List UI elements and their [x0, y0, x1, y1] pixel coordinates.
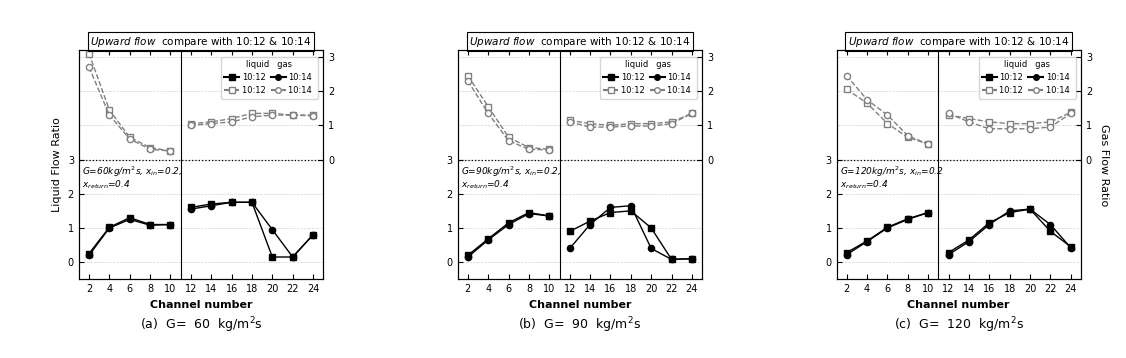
X-axis label: Channel number: Channel number: [150, 300, 252, 310]
Legend: 10:12, 10:12 , 10:14, 10:14 : 10:12, 10:12 , 10:14, 10:14: [600, 57, 697, 98]
Text: G=120kg/m$^2$s, $x_{in}$=0.2: G=120kg/m$^2$s, $x_{in}$=0.2: [840, 165, 944, 179]
Text: (c)  G=  120  kg/m$^2$s: (c) G= 120 kg/m$^2$s: [894, 316, 1024, 335]
Y-axis label: Liquid Flow Ratio: Liquid Flow Ratio: [52, 117, 62, 212]
Title: $\mathit{Upward\ flow}$  compare with 10:12 & 10:14: $\mathit{Upward\ flow}$ compare with 10:…: [470, 35, 690, 49]
Text: $x_{return}$=0.4: $x_{return}$=0.4: [82, 178, 131, 191]
X-axis label: Channel number: Channel number: [908, 300, 1010, 310]
Text: $x_{return}$=0.4: $x_{return}$=0.4: [840, 178, 888, 191]
Title: $\mathit{Upward\ flow}$  compare with 10:12 & 10:14: $\mathit{Upward\ flow}$ compare with 10:…: [848, 35, 1070, 49]
Title: $\mathit{Upward\ flow}$  compare with 10:12 & 10:14: $\mathit{Upward\ flow}$ compare with 10:…: [90, 35, 312, 49]
X-axis label: Channel number: Channel number: [528, 300, 632, 310]
Legend: 10:12, 10:12 , 10:14, 10:14 : 10:12, 10:12 , 10:14, 10:14: [221, 57, 318, 98]
Text: $x_{return}$=0.4: $x_{return}$=0.4: [461, 178, 509, 191]
Text: (a)  G=  60  kg/m$^2$s: (a) G= 60 kg/m$^2$s: [140, 316, 262, 335]
Legend: 10:12, 10:12 , 10:14, 10:14 : 10:12, 10:12 , 10:14, 10:14: [978, 57, 1075, 98]
Text: G=90kg/m$^2$s, $x_{in}$=0.2,: G=90kg/m$^2$s, $x_{in}$=0.2,: [461, 165, 561, 179]
Y-axis label: Gas Flow Ratio: Gas Flow Ratio: [1099, 124, 1109, 206]
Text: (b)  G=  90  kg/m$^2$s: (b) G= 90 kg/m$^2$s: [518, 316, 642, 335]
Text: G=60kg/m$^2$s, $x_{in}$=0.2,: G=60kg/m$^2$s, $x_{in}$=0.2,: [82, 165, 182, 179]
